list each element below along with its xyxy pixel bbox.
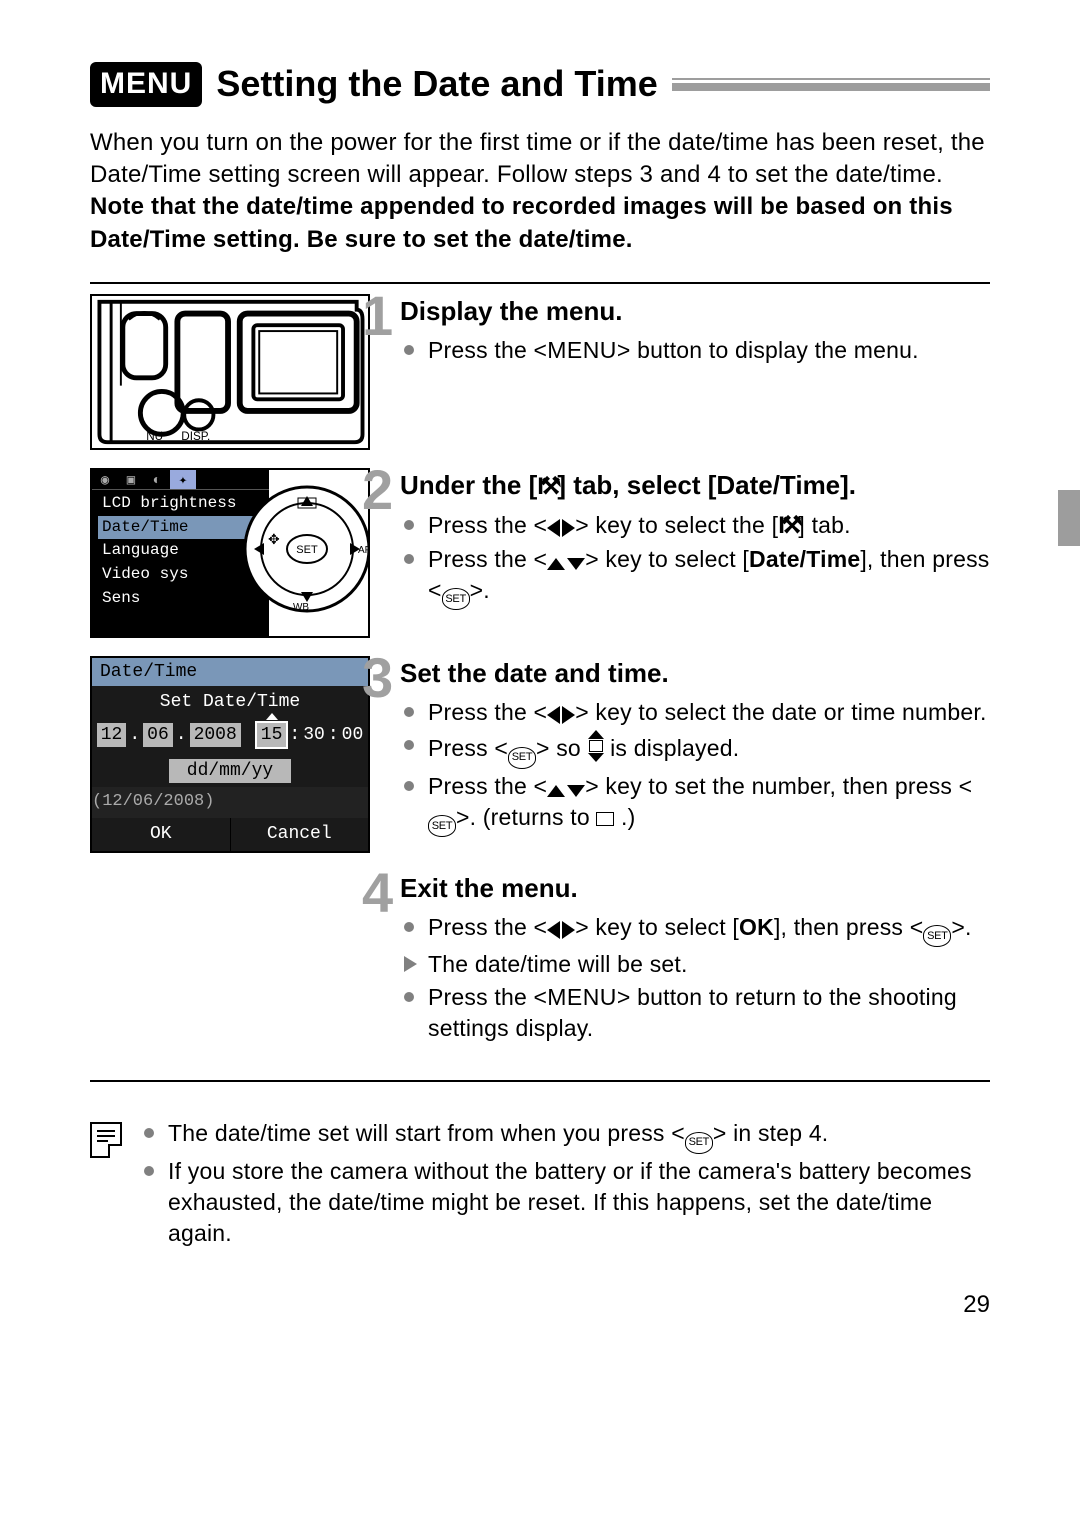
step-bullet: Press the <> key to select [OK], then pr… [400,912,990,948]
step-bullets: Press the <> key to select the date or t… [400,697,990,837]
field-yyyy: 2008 [190,723,241,747]
page-heading: MENU Setting the Date and Time [90,60,990,109]
notes-list: The date/time set will start from when y… [140,1118,990,1251]
step-bullets: Press the <> key to select [OK], then pr… [400,912,990,1045]
dialog-ok-button: OK [92,818,231,850]
dialog-format: dd/mm/yy [169,759,291,783]
intro-plain: When you turn on the power for the first… [90,129,985,188]
note-icon [90,1122,122,1158]
divider [90,282,990,284]
intro-paragraph: When you turn on the power for the first… [90,127,990,257]
dialog-subtitle: Set Date/Time [92,690,368,714]
svg-text:AF: AF [358,545,370,556]
svg-text:SET: SET [296,544,318,556]
heading-rule [672,78,990,91]
step-bullets: Press the <MENU> button to display the m… [400,335,990,366]
field-ss: 00 [342,723,364,747]
illus-datetime-dialog: Date/Time Set Date/Time 12. 06. 2008 15:… [90,656,370,852]
step-title: Exit the menu. [400,871,990,906]
svg-text:DISP.: DISP. [181,430,210,443]
step-bullet: Press the <> key to select the [I⚒] tab. [400,510,990,542]
field-mi: 30 [303,723,325,747]
menu-item: Date/Time [98,516,263,540]
menu-item: Language [98,539,263,563]
step-title: Display the menu. [400,294,990,329]
illus-menu-dial: ◉▣◐✦ LCD brightnessDate/TimeLanguageVide… [90,468,370,638]
note-item: The date/time set will start from when y… [140,1118,990,1154]
step-bullet: Press the <MENU> button to return to the… [400,982,990,1044]
step-title: Set the date and time. [400,656,990,691]
svg-text:WB: WB [293,602,309,613]
step-bullet: The date/time will be set. [400,949,990,980]
step-number: 3 [362,650,393,706]
illus-camera-back: NU DISP. [90,294,370,450]
dialog-title: Date/Time [92,658,368,686]
page-title: Setting the Date and Time [216,60,657,109]
menu-badge: MENU [90,62,202,107]
step-number: 4 [362,865,393,921]
field-hh-selected: 15 [257,723,287,747]
step-bullet: Press the <> key to select [Date/Time], … [400,544,990,611]
step-bullet: Press the <> key to select the date or t… [400,697,990,728]
notes-section: The date/time set will start from when y… [90,1118,990,1251]
note-item: If you store the camera without the batt… [140,1156,990,1249]
step-title: Under the [I⚒] tab, select [Date/Time]. [400,468,990,503]
field-dd: 12 [97,723,127,747]
illus-control-dial: SET AF WB ✥ [242,484,370,614]
menu-item: Sens [98,587,263,611]
menu-item: Video sys [98,563,263,587]
steps-list: NU DISP. 1Display the menu.Press the <ME… [90,294,990,1046]
dialog-preview: (12/06/2008) [92,787,368,818]
step-bullet: Press the <MENU> button to display the m… [400,335,990,366]
dialog-cancel-button: Cancel [231,818,369,850]
page-number: 29 [90,1289,990,1321]
step-number: 2 [362,462,393,518]
intro-bold: Note that the date/time appended to reco… [90,193,953,252]
page-thumb-tab [1058,490,1080,546]
notes-divider [90,1080,990,1082]
svg-text:NU: NU [146,430,163,443]
menu-item: LCD brightness [98,492,263,516]
svg-text:✥: ✥ [268,531,280,547]
step-number: 1 [362,288,393,344]
step-bullet: Press <SET> so is displayed. [400,730,990,769]
step-bullet: Press the <> key to set the number, then… [400,771,990,838]
step-bullets: Press the <> key to select the [I⚒] tab.… [400,510,990,611]
field-mm: 06 [143,723,173,747]
dialog-fields: 12. 06. 2008 15: 30: 00 [92,723,368,747]
